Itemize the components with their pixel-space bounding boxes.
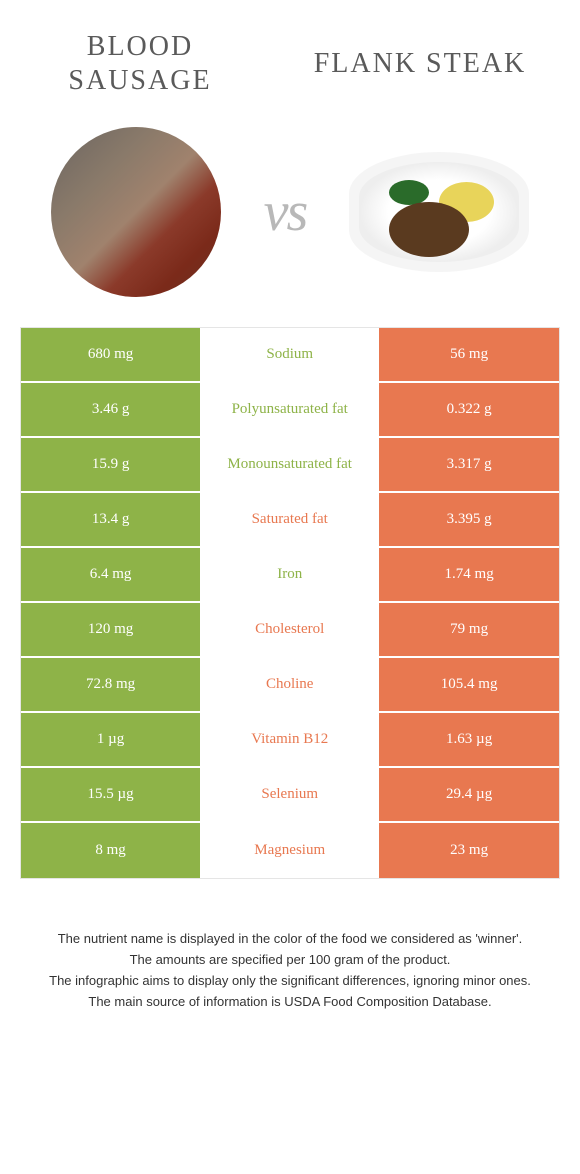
value-right: 29.4 µg [379, 768, 559, 821]
table-row: 15.5 µgSelenium29.4 µg [21, 768, 559, 823]
table-row: 15.9 gMonounsaturated fat3.317 g [21, 438, 559, 493]
table-row: 3.46 gPolyunsaturated fat0.322 g [21, 383, 559, 438]
nutrient-label: Choline [200, 658, 379, 711]
table-row: 13.4 gSaturated fat3.395 g [21, 493, 559, 548]
table-row: 120 mgCholesterol79 mg [21, 603, 559, 658]
value-right: 3.317 g [379, 438, 559, 491]
table-row: 1 µgVitamin B121.63 µg [21, 713, 559, 768]
footer-notes: The nutrient name is displayed in the co… [0, 879, 580, 1042]
footer-line: The amounts are specified per 100 gram o… [30, 950, 550, 971]
value-right: 1.74 mg [379, 548, 559, 601]
value-left: 13.4 g [21, 493, 200, 546]
steak-icon [389, 202, 469, 257]
nutrient-table: 680 mgSodium56 mg3.46 gPolyunsaturated f… [20, 327, 560, 879]
value-left: 8 mg [21, 823, 200, 878]
plate [359, 162, 519, 262]
value-left: 72.8 mg [21, 658, 200, 711]
footer-line: The main source of information is USDA F… [30, 992, 550, 1013]
nutrient-label: Selenium [200, 768, 379, 821]
value-right: 1.63 µg [379, 713, 559, 766]
value-left: 3.46 g [21, 383, 200, 436]
value-left: 15.5 µg [21, 768, 200, 821]
nutrient-label: Iron [200, 548, 379, 601]
value-left: 6.4 mg [21, 548, 200, 601]
image-row: vs [0, 117, 580, 327]
nutrient-label: Monounsaturated fat [200, 438, 379, 491]
value-left: 1 µg [21, 713, 200, 766]
footer-line: The infographic aims to display only the… [30, 971, 550, 992]
nutrient-label: Polyunsaturated fat [200, 383, 379, 436]
value-right: 0.322 g [379, 383, 559, 436]
table-row: 72.8 mgCholine105.4 mg [21, 658, 559, 713]
value-right: 23 mg [379, 823, 559, 878]
food-image-right [349, 152, 529, 272]
value-right: 56 mg [379, 328, 559, 381]
food-image-left [51, 127, 221, 297]
nutrient-label: Vitamin B12 [200, 713, 379, 766]
footer-line: The nutrient name is displayed in the co… [30, 929, 550, 950]
title-left: Blood sausage [50, 30, 230, 97]
value-right: 79 mg [379, 603, 559, 656]
value-right: 3.395 g [379, 493, 559, 546]
header: Blood sausage Flank steak [0, 0, 580, 117]
value-left: 680 mg [21, 328, 200, 381]
value-right: 105.4 mg [379, 658, 559, 711]
table-row: 680 mgSodium56 mg [21, 328, 559, 383]
nutrient-label: Cholesterol [200, 603, 379, 656]
vs-label: vs [264, 180, 307, 244]
value-left: 120 mg [21, 603, 200, 656]
nutrient-label: Sodium [200, 328, 379, 381]
title-right: Flank steak [310, 47, 530, 81]
nutrient-label: Saturated fat [200, 493, 379, 546]
table-row: 8 mgMagnesium23 mg [21, 823, 559, 878]
table-row: 6.4 mgIron1.74 mg [21, 548, 559, 603]
nutrient-label: Magnesium [200, 823, 379, 878]
value-left: 15.9 g [21, 438, 200, 491]
